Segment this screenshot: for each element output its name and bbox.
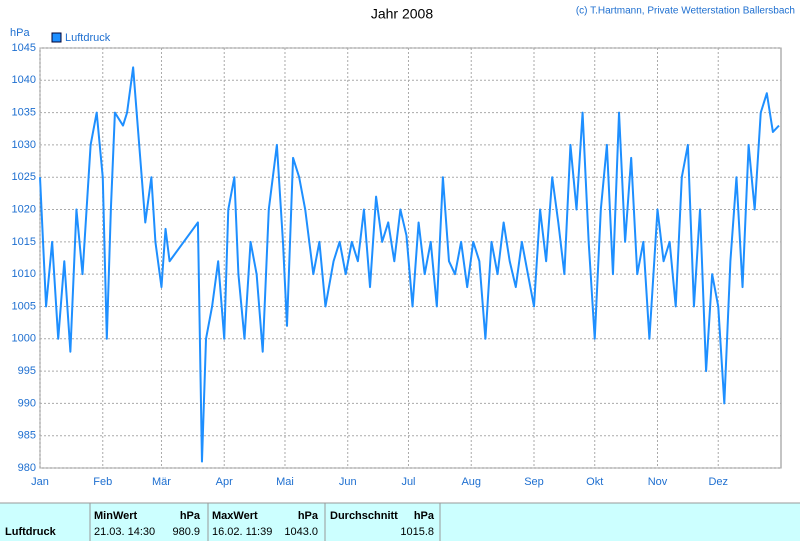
- y-tick-label: 990: [18, 397, 36, 409]
- table-header: Durchschnitt: [330, 510, 398, 522]
- chart-title: Jahr 2008: [371, 6, 433, 22]
- table-header: MaxWert: [212, 510, 258, 522]
- table-borders: [0, 502, 800, 541]
- table-background: [0, 503, 800, 541]
- table-cell: 1015.8: [400, 526, 434, 538]
- y-axis-label: hPa: [10, 27, 30, 39]
- x-tick-label: Mär: [152, 476, 171, 488]
- x-tick-label: Jun: [339, 476, 357, 488]
- y-tick-label: 1045: [12, 42, 36, 54]
- y-tick-label: 985: [18, 430, 36, 442]
- y-tick-label: 1025: [12, 171, 36, 183]
- x-tick-label: Mai: [276, 476, 294, 488]
- table-cell: 16.02. 11:39: [212, 526, 272, 538]
- x-tick-label: Aug: [461, 476, 481, 488]
- y-tick-label: 1030: [12, 139, 36, 151]
- table-header: hPa: [180, 510, 201, 522]
- x-tick-label: Feb: [93, 476, 112, 488]
- y-tick-label: 1020: [12, 203, 36, 215]
- y-tick-label: 995: [18, 365, 36, 377]
- y-tick-label: 1010: [12, 268, 36, 280]
- y-tick-label: 1040: [12, 74, 36, 86]
- x-tick-label: Apr: [216, 476, 233, 488]
- x-tick-label: Okt: [586, 476, 603, 488]
- table-header: hPa: [298, 510, 319, 522]
- plot-area: [39, 47, 782, 469]
- x-tick-label: Jan: [31, 476, 49, 488]
- y-tick-label: 1035: [12, 107, 36, 119]
- table-row-label: Luftdruck: [5, 526, 57, 538]
- data-line: [39, 66, 780, 463]
- legend-label: Luftdruck: [65, 32, 111, 44]
- table-cell: 1043.0: [284, 526, 318, 538]
- x-tick-label: Nov: [648, 476, 668, 488]
- legend-swatch: [51, 32, 62, 43]
- y-tick-label: 1015: [12, 236, 36, 248]
- x-tick-label: Sep: [524, 476, 544, 488]
- x-tick-label: Jul: [401, 476, 415, 488]
- y-tick-label: 1000: [12, 333, 36, 345]
- y-tick-label: 1005: [12, 300, 36, 312]
- table-header: hPa: [414, 510, 435, 522]
- table-cell: 21.03. 14:30: [94, 526, 155, 538]
- table-header: MinWert: [94, 510, 138, 522]
- x-tick-label: Dez: [708, 476, 728, 488]
- copyright: (c) T.Hartmann, Private Wetterstation Ba…: [576, 6, 795, 17]
- table-cell: 980.9: [172, 526, 200, 538]
- y-tick-label: 980: [18, 462, 36, 474]
